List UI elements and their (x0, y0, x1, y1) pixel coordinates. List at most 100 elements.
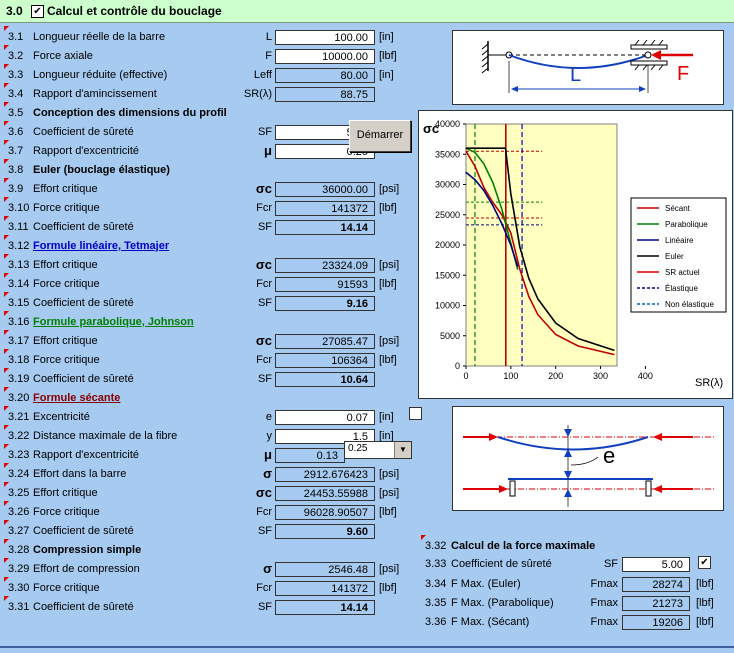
series-point (483, 163, 485, 165)
maxforce-checkbox[interactable]: ✔ (698, 556, 711, 569)
maxforce-value[interactable]: 5.00 (622, 557, 690, 572)
x-tick-label: 0 (463, 371, 468, 381)
series-point (492, 182, 494, 184)
field-unit: [lbf] (379, 582, 397, 594)
field-value: 36000.00 (275, 182, 375, 197)
field-symbol: σc (255, 181, 272, 196)
section-heading: Formule sécante (33, 392, 121, 404)
legend-label: Non élastique (665, 300, 714, 309)
y-tick-label: 35000 (435, 149, 460, 159)
field-symbol: SF (257, 297, 272, 309)
field-value[interactable]: 100.00 (275, 30, 375, 45)
section-heading: Formule parabolique, Johnson (33, 316, 194, 328)
field-symbol: σc (255, 485, 272, 500)
chart-ylabel: σc (423, 121, 440, 136)
field-label: Excentricité (33, 411, 90, 423)
field-unit: [psi] (379, 468, 400, 480)
series-point (501, 223, 503, 225)
series-point (501, 208, 503, 210)
legend-label: Euler (665, 252, 684, 261)
series-point (492, 205, 494, 207)
section-heading: Compression simple (33, 544, 142, 556)
maxforce-number: 3.33 (425, 558, 447, 570)
row-number: 3.1 (3, 26, 24, 43)
row-number: 3.20 (3, 387, 30, 404)
row-number: 3.10 (3, 197, 30, 214)
series-point (577, 337, 579, 340)
field-symbol: e (265, 411, 272, 423)
series-point (613, 349, 615, 351)
row-number: 3.30 (3, 577, 30, 594)
row-number: 3.13 (3, 254, 30, 271)
y-tick-label: 0 (455, 361, 460, 371)
start-button[interactable]: Démarrer (349, 120, 411, 152)
series-point (528, 295, 530, 298)
force-label: F (677, 63, 690, 85)
series-point (465, 147, 467, 149)
series-point (555, 333, 557, 336)
chevron-down-icon[interactable]: ▼ (394, 442, 411, 458)
y-tick-label: 5000 (440, 331, 460, 341)
field-unit: [in] (379, 69, 394, 81)
field-symbol: σ (263, 561, 272, 576)
field-symbol: SF (257, 601, 272, 613)
row-number: 3.18 (3, 349, 30, 366)
field-symbol: Fcr (256, 354, 272, 366)
field-value[interactable]: 0.07 (275, 410, 375, 425)
section-checkbox[interactable]: ✔ (31, 5, 44, 18)
section-number: 3.0 (6, 4, 23, 18)
eccentric-diagram-svg (463, 425, 715, 507)
series-point (465, 150, 467, 152)
maxforce-unit: [lbf] (696, 578, 714, 590)
series-line (465, 150, 615, 356)
field-label: Rapport d'amincissement (33, 88, 157, 100)
field-value: 14.14 (275, 600, 375, 615)
field-unit: [lbf] (379, 50, 397, 62)
maxforce-label: F Max. (Euler) (451, 578, 521, 590)
field-unit: [in] (379, 31, 394, 43)
section-heading: Conception des dimensions du profil (33, 107, 227, 119)
row-number: 3.25 (3, 482, 30, 499)
field-value: 9.16 (275, 296, 375, 311)
field-label: Force critique (33, 354, 100, 366)
maxforce-symbol: Fmax (590, 616, 619, 628)
field-symbol: SF (257, 525, 272, 537)
series-point (519, 246, 521, 248)
field-symbol: Leff (253, 69, 272, 81)
field-label: Rapport d'excentricité (33, 145, 140, 157)
field-label: Force critique (33, 582, 100, 594)
series-point (474, 165, 476, 167)
field-symbol: SF (257, 221, 272, 233)
field-value: 10.64 (275, 372, 375, 387)
row-number: 3.4 (3, 83, 24, 100)
eccentricity-dropdown[interactable]: 0.25 ▼ (344, 441, 412, 459)
field-label: Coefficient de sûreté (33, 601, 134, 613)
field-value: 106364 (275, 353, 375, 368)
field-value[interactable]: 10000.00 (275, 49, 375, 64)
field-unit: [lbf] (379, 278, 397, 290)
row-number: 3.28 (3, 539, 30, 556)
legend-label: Parabolique (665, 220, 708, 229)
section-heading: Euler (bouclage élastique) (33, 164, 170, 176)
field-symbol: Fcr (256, 506, 272, 518)
field-unit: [psi] (379, 183, 400, 195)
field-label: Effort critique (33, 335, 98, 347)
field-label: Force critique (33, 278, 100, 290)
section-heading: Formule linéaire, Tetmajer (33, 240, 170, 252)
y-tick-label: 20000 (435, 240, 460, 250)
maxforce-symbol: SF (603, 558, 618, 570)
row-number: 3.2 (3, 45, 24, 62)
field-label: Coefficient de sûreté (33, 221, 134, 233)
column-diagram: L F (452, 30, 724, 105)
row-number: 3.6 (3, 121, 24, 138)
row-number: 3.21 (3, 406, 30, 423)
series-point (510, 232, 512, 234)
field-value: 23324.09 (275, 258, 375, 273)
series-point (510, 244, 512, 246)
field-value[interactable]: 1.5 (275, 429, 375, 444)
maxforce-symbol: Fmax (590, 578, 619, 590)
secant-checkbox[interactable] (409, 407, 422, 420)
field-symbol: SF (257, 126, 272, 138)
plot-area (465, 123, 618, 367)
field-label: Coefficient de sûreté (33, 297, 134, 309)
